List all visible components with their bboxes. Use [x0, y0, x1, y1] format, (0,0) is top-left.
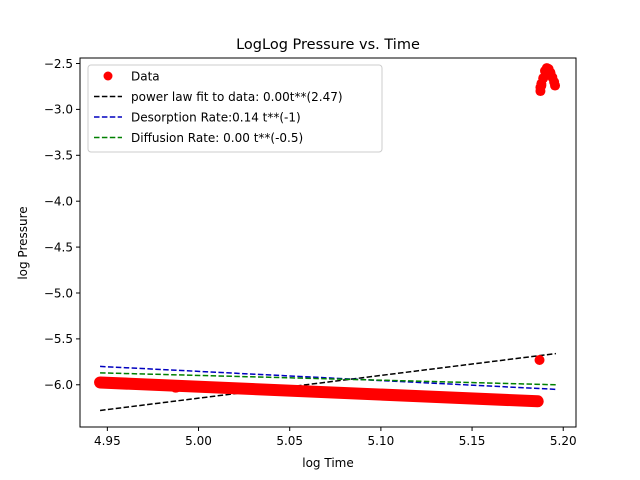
- legend-box: [87, 64, 383, 153]
- legend-label-0: Data: [131, 69, 160, 83]
- x-tick-label-0: 4.95: [94, 434, 121, 448]
- y-tick-label-5: −5.0: [44, 286, 73, 300]
- fit-line-2: [100, 365, 556, 391]
- x-tick-label-3: 5.10: [368, 434, 395, 448]
- y-tick-label-2: −3.5: [44, 149, 73, 163]
- y-axis-label: log Pressure: [16, 206, 30, 279]
- y-tick-label-6: −5.5: [44, 332, 73, 346]
- legend-marker-0: [103, 71, 113, 81]
- y-tick-label-3: −4.0: [44, 194, 73, 208]
- y-tick-label-7: −6.0: [44, 378, 73, 392]
- axes: 4.95 5.00 5.05 5.10 5.15 5.20 −2.5 −3.0 −3.5 −4.0…: [44, 57, 577, 448]
- plot-area: [94, 63, 561, 412]
- plot-inner: [94, 63, 561, 412]
- x-tick-label-4: 5.15: [459, 434, 486, 448]
- data-point-0: [534, 354, 545, 365]
- x-axis-label: log Time: [302, 456, 353, 470]
- data-point-10: [550, 80, 561, 91]
- legend: Data power law fit to data: 0.00t**(2.47)…: [87, 64, 383, 153]
- legend-label-1: power law fit to data: 0.00t**(2.47): [131, 90, 343, 104]
- axes-frame: [79, 57, 577, 428]
- fit-line-3: [100, 372, 556, 386]
- y-tick-label-1: −3.0: [44, 103, 73, 117]
- data-point-extra-1: [169, 380, 182, 393]
- chart-title: LogLog Pressure vs. Time: [236, 37, 420, 53]
- y-tick-label-4: −4.5: [44, 240, 73, 254]
- legend-label-2: Desorption Rate:0.14 t**(-1): [131, 110, 301, 124]
- fit-line-1: [99, 352, 557, 412]
- data-point-12: [536, 78, 547, 89]
- legend-label-3: Diffusion Rate: 0.00 t**(-0.5): [131, 131, 303, 145]
- x-tick-label-1: 5.00: [185, 434, 212, 448]
- y-tick-label-0: −2.5: [44, 57, 73, 71]
- x-tick-label-5: 5.20: [550, 434, 577, 448]
- x-tick-label-2: 5.05: [276, 434, 303, 448]
